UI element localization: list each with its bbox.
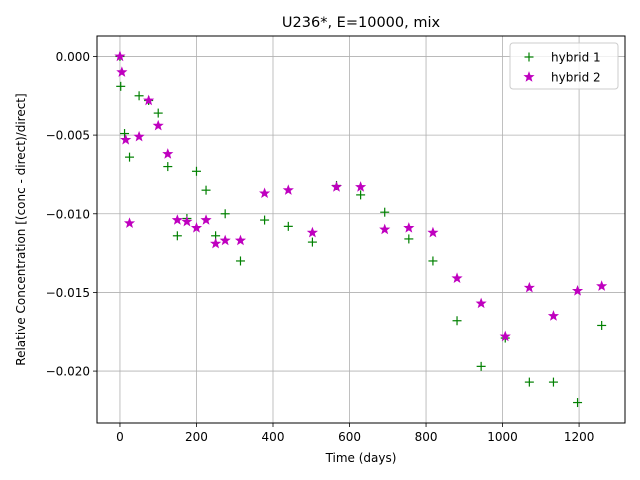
data-point	[475, 297, 487, 309]
data-point	[114, 50, 126, 62]
data-point	[524, 377, 534, 387]
series-1	[115, 51, 607, 408]
data-point	[571, 284, 584, 296]
x-axis-label: Time (days)	[325, 451, 397, 465]
series-2	[114, 50, 608, 342]
data-point	[427, 226, 439, 238]
data-point	[234, 234, 247, 246]
data-point	[120, 133, 132, 145]
data-point	[235, 256, 245, 266]
data-point	[260, 215, 270, 225]
legend: hybrid 1 hybrid 2	[509, 42, 619, 90]
data-point	[356, 190, 366, 200]
data-point	[220, 209, 230, 219]
data-point	[548, 377, 558, 387]
x-tick-label: 200	[185, 430, 208, 444]
data-point	[379, 223, 391, 235]
data-point	[116, 81, 126, 91]
y-tick-label: −0.020	[46, 365, 90, 379]
y-tick-label: −0.005	[46, 129, 90, 143]
chart-title: U236*, E=10000, mix	[282, 15, 441, 31]
data-point	[428, 256, 438, 266]
data-point	[200, 214, 212, 225]
legend-marker	[523, 71, 535, 82]
x-tick-label: 1000	[487, 430, 518, 444]
data-point	[172, 231, 182, 241]
data-point	[152, 119, 164, 131]
legend-label: hybrid 1	[551, 51, 601, 65]
y-tick-label: −0.010	[46, 207, 90, 221]
data-marks	[114, 50, 608, 408]
data-point	[134, 91, 144, 101]
data-point	[404, 234, 414, 244]
data-point	[403, 222, 415, 233]
data-point	[191, 166, 201, 176]
x-tick-label: 600	[338, 430, 361, 444]
data-point	[330, 181, 343, 192]
data-point	[451, 272, 463, 284]
data-point	[283, 221, 293, 231]
x-tick-label: 1200	[564, 430, 595, 444]
data-point	[162, 148, 174, 159]
data-point	[133, 130, 145, 142]
plot-frame	[96, 35, 626, 424]
data-point	[597, 320, 607, 330]
data-point	[123, 217, 136, 228]
data-point	[355, 181, 367, 192]
data-point	[163, 162, 173, 172]
data-point	[282, 184, 294, 195]
data-point	[181, 215, 193, 227]
x-tick-label: 0	[116, 430, 124, 444]
data-point	[259, 187, 271, 199]
data-point	[116, 66, 128, 77]
axis-ticks: 0 200 400 600 800 1000 1200 0.000 −0.005 −0.010 −0…	[46, 50, 595, 444]
y-tick-label: −0.015	[46, 286, 90, 300]
legend-label: hybrid 2	[551, 71, 601, 85]
data-point	[306, 226, 318, 238]
data-point	[125, 152, 135, 162]
data-point	[523, 281, 535, 293]
data-point	[120, 129, 130, 139]
y-tick-label: 0.000	[56, 50, 90, 64]
x-tick-label: 400	[262, 430, 285, 444]
data-point	[210, 237, 222, 249]
data-point	[171, 214, 183, 225]
data-point	[452, 316, 462, 326]
data-point	[153, 108, 163, 118]
data-point	[307, 237, 317, 247]
data-point	[499, 330, 511, 342]
y-axis-label: Relative Concentration [(conc - direct)/…	[14, 93, 28, 365]
legend-box	[509, 42, 619, 90]
data-point	[201, 185, 211, 195]
x-tick-label: 800	[415, 430, 438, 444]
data-point	[596, 280, 608, 291]
data-point	[143, 94, 155, 106]
legend-marker	[524, 52, 534, 62]
data-point	[380, 207, 390, 217]
data-point	[476, 361, 486, 371]
data-point	[573, 398, 583, 408]
data-point	[547, 310, 560, 321]
data-point	[219, 234, 231, 246]
data-point	[190, 222, 203, 233]
